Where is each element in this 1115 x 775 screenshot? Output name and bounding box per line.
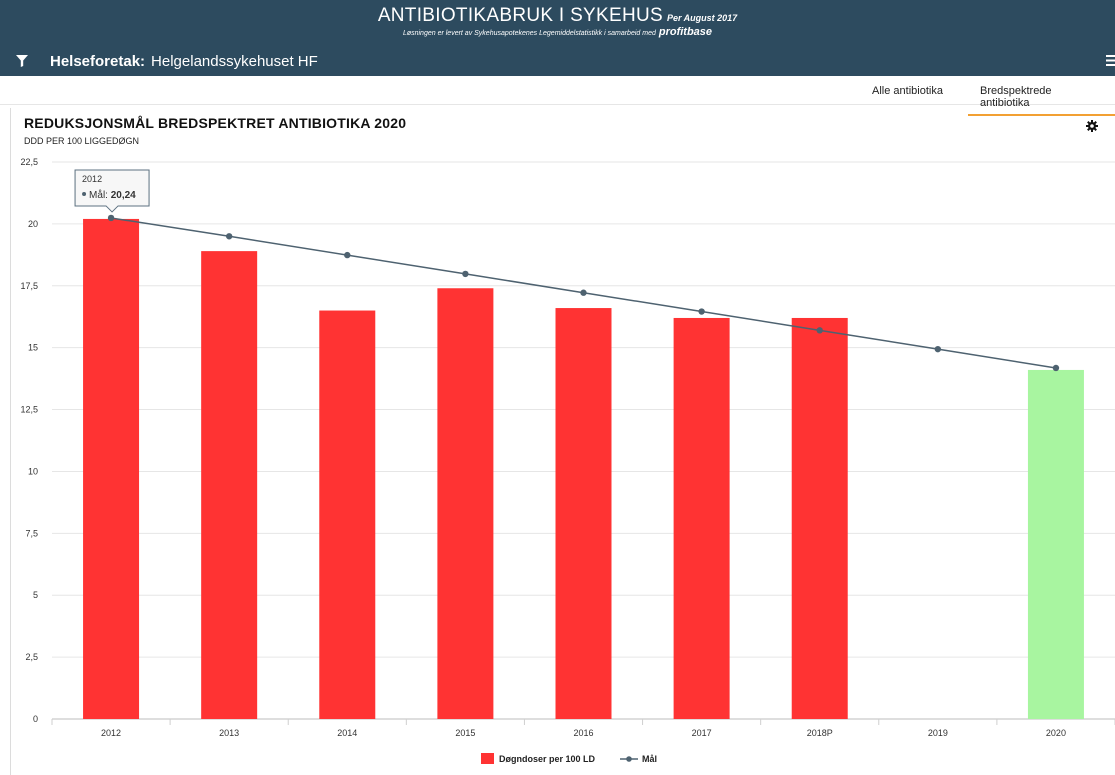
panel-edge (10, 108, 11, 775)
y-tick-label: 20 (28, 219, 38, 229)
filter-bar: Helseforetak: Helgelandssykehuset HF (0, 46, 1115, 76)
y-tick-label: 22,5 (20, 157, 38, 167)
app-subtitle: Løsningen er levert av Sykehusapotekenes… (402, 30, 656, 37)
x-tick-label: 2019 (928, 728, 948, 738)
x-tick-label: 2018P (807, 728, 833, 738)
x-tick-label: 2016 (573, 728, 593, 738)
target-point-2017[interactable] (698, 308, 705, 315)
y-tick-label: 10 (28, 466, 38, 476)
y-tick-label: 12,5 (20, 405, 38, 415)
tooltip-marker (82, 191, 87, 196)
brand-logo: profitbase (658, 26, 713, 38)
y-tick-label: 0 (33, 714, 38, 724)
x-tick-label: 2020 (1046, 728, 1066, 738)
bar-2017[interactable] (673, 317, 730, 719)
bar-2015[interactable] (437, 288, 494, 719)
chart-title: REDUKSJONSMÅL BREDSPEKTRET ANTIBIOTIKA 2… (24, 115, 407, 131)
x-tick-label: 2017 (692, 728, 712, 738)
y-tick-label: 15 (28, 343, 38, 353)
filter-value[interactable]: Helgelandssykehuset HF (151, 52, 318, 70)
tooltip-value: Mål: 20,24 (89, 189, 136, 201)
filter-label: Helseforetak: (50, 52, 146, 70)
y-tick-label: 7,5 (25, 528, 38, 538)
target-point-2013[interactable] (225, 233, 233, 240)
x-tick-label: 2012 (101, 728, 121, 738)
legend-line-marker (626, 756, 632, 762)
tab-bar: Alle antibiotika Bredspektrede antibioti… (0, 76, 1115, 116)
bar-2020[interactable] (1027, 369, 1084, 719)
filter-icon[interactable] (16, 55, 28, 67)
y-tick-label: 5 (33, 590, 38, 600)
gear-icon[interactable] (1086, 120, 1098, 132)
app-header: ANTIBIOTIKABRUK I SYKEHUS Per August 2017… (0, 0, 1115, 76)
bar-2016[interactable] (555, 308, 612, 719)
target-point-2020[interactable] (1052, 364, 1060, 372)
tab-alle-antibiotika[interactable]: Alle antibiotika (872, 85, 943, 97)
bar-2018P[interactable] (791, 317, 848, 719)
title-block: ANTIBIOTIKABRUK I SYKEHUS Per August 2017… (0, 6, 1115, 38)
chart-subtitle: DDD PER 100 LIGGEDØGN (24, 136, 140, 146)
tooltip-year: 2012 (82, 174, 102, 184)
bar-2014[interactable] (319, 310, 376, 719)
y-tick-label: 2,5 (25, 652, 38, 662)
x-tick-label: 2013 (219, 728, 239, 738)
y-tick-label: 17,5 (20, 281, 38, 291)
target-point-2018P[interactable] (816, 327, 823, 334)
legend-bar-swatch[interactable] (481, 753, 494, 764)
target-point-2012[interactable] (107, 214, 115, 222)
app-title: ANTIBIOTIKABRUK I SYKEHUS (377, 5, 663, 26)
bar-2012[interactable] (83, 218, 140, 719)
bar-2013[interactable] (201, 251, 258, 719)
target-point-2015[interactable] (462, 270, 469, 278)
list-icon[interactable] (1106, 54, 1115, 67)
legend-bar-label[interactable]: Døgndoser per 100 LD (499, 754, 596, 764)
tab-bredspektrede-antibiotika[interactable]: Bredspektrede antibiotika (968, 85, 1115, 116)
period-label: Per August 2017 (666, 13, 738, 23)
target-point-2016[interactable] (580, 289, 587, 296)
tooltip-box (74, 169, 150, 213)
legend-line-label[interactable]: Mål (642, 754, 657, 764)
target-point-2014[interactable] (344, 251, 351, 259)
target-point-2019[interactable] (934, 345, 942, 353)
x-tick-label: 2015 (455, 728, 475, 738)
x-tick-label: 2014 (337, 728, 357, 738)
